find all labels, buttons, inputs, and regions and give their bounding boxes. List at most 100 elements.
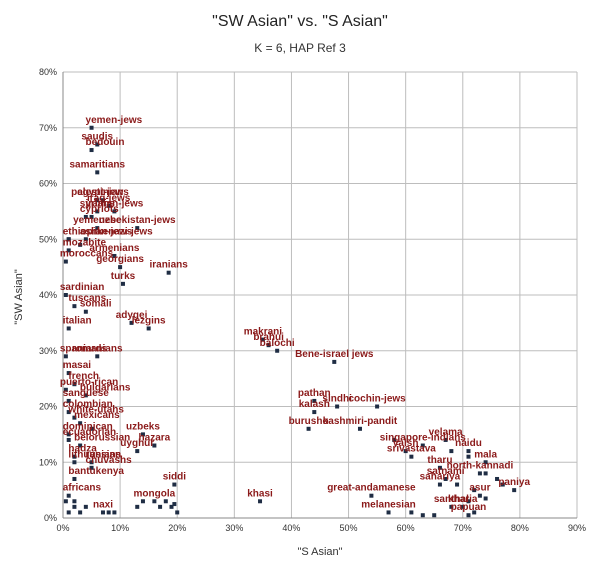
data-point	[120, 281, 125, 286]
data-label: kashmiri-pandit	[323, 416, 398, 427]
data-label: georgians	[96, 254, 144, 265]
data-label: africans	[63, 483, 102, 494]
data-point	[129, 320, 134, 325]
data-point	[386, 510, 391, 515]
data-point	[409, 454, 414, 459]
data-point	[455, 482, 460, 487]
data-point	[437, 465, 442, 470]
data-point	[332, 359, 337, 364]
data-point	[66, 510, 71, 515]
data-point	[118, 265, 123, 270]
data-label: Bene-israel jews	[295, 349, 374, 360]
data-point	[95, 209, 100, 214]
data-point	[78, 421, 83, 426]
data-point	[449, 504, 454, 509]
data-point	[95, 226, 100, 231]
data-point	[172, 502, 177, 507]
data-point	[100, 510, 105, 515]
data-point	[312, 410, 317, 415]
data-label: ethiopian-jews	[63, 226, 133, 237]
data-label: saudis	[81, 131, 113, 142]
data-label: yemen-jews	[86, 115, 143, 126]
x-axis-label: "S Asian"	[297, 546, 342, 558]
x-tick-label: 70%	[454, 523, 472, 533]
data-label: kalash	[299, 399, 330, 410]
data-label: egypt-jews	[77, 187, 129, 198]
data-label: cochin-jews	[348, 394, 406, 405]
data-point	[175, 510, 180, 515]
data-point	[72, 476, 77, 481]
data-point	[449, 449, 454, 454]
data-label: papuan	[451, 502, 487, 513]
data-label: syrians	[80, 198, 115, 209]
data-point	[72, 499, 77, 504]
data-label: pathan	[298, 388, 331, 399]
data-label: yemenese	[73, 215, 122, 226]
data-point	[83, 309, 88, 314]
data-label: siddi	[163, 472, 187, 483]
x-tick-label: 40%	[282, 523, 300, 533]
data-point	[357, 426, 362, 431]
data-point	[135, 504, 140, 509]
data-point	[495, 476, 500, 481]
x-tick-label: 60%	[397, 523, 415, 533]
data-label: srivastava	[387, 444, 436, 455]
data-label: puerto-rican	[60, 377, 118, 388]
data-label: melanesian	[361, 499, 415, 510]
data-point	[66, 410, 71, 415]
data-point	[163, 499, 168, 504]
data-point	[78, 443, 83, 448]
data-label: sardinian	[60, 282, 104, 293]
data-point	[275, 348, 280, 353]
data-point	[512, 488, 517, 493]
data-point	[472, 510, 477, 515]
data-point	[420, 513, 425, 518]
data-point	[100, 198, 105, 203]
y-tick-label: 40%	[39, 290, 57, 300]
data-label: lezgins	[132, 315, 166, 326]
y-tick-label: 10%	[39, 457, 57, 467]
data-point	[89, 214, 94, 219]
data-point	[335, 404, 340, 409]
data-label: makrani	[244, 327, 283, 338]
data-point	[312, 398, 317, 403]
data-label: moroccans	[60, 249, 114, 260]
x-tick-label: 50%	[340, 523, 358, 533]
data-label: russian	[86, 449, 122, 460]
data-label: iraq-jews	[87, 193, 131, 204]
data-label: somali	[80, 299, 112, 310]
data-point	[140, 432, 145, 437]
data-label: ashkenazi-jews	[80, 226, 153, 237]
chart-subtitle: K = 6, HAP Ref 3	[254, 41, 346, 55]
data-label: lithuanians	[68, 449, 121, 460]
data-point	[63, 499, 68, 504]
x-tick-label: 80%	[511, 523, 529, 533]
data-label: sahariya	[420, 472, 461, 483]
data-point	[369, 493, 374, 498]
data-point	[169, 504, 174, 509]
data-label: chuvashs	[86, 455, 133, 466]
data-label: romanians	[72, 343, 123, 354]
data-label: bedouin	[86, 137, 125, 148]
data-point	[78, 242, 83, 247]
data-point	[409, 510, 414, 515]
data-label: cypriots	[80, 204, 119, 215]
data-label: north-kannadi	[447, 460, 514, 471]
data-label: hadza	[68, 444, 97, 455]
data-point	[306, 426, 311, 431]
data-point	[89, 125, 94, 130]
data-point	[72, 504, 77, 509]
data-point	[483, 496, 488, 501]
data-point	[483, 471, 488, 476]
data-point	[472, 488, 477, 493]
data-label: uzbekistan-jews	[99, 215, 176, 226]
data-label: white-utahs	[67, 405, 124, 416]
data-point	[112, 209, 117, 214]
data-label: brahui	[253, 332, 284, 343]
data-point	[392, 437, 397, 442]
data-point	[106, 510, 111, 515]
data-point	[72, 304, 77, 309]
data-label: vaish	[393, 438, 419, 449]
data-point	[466, 454, 471, 459]
